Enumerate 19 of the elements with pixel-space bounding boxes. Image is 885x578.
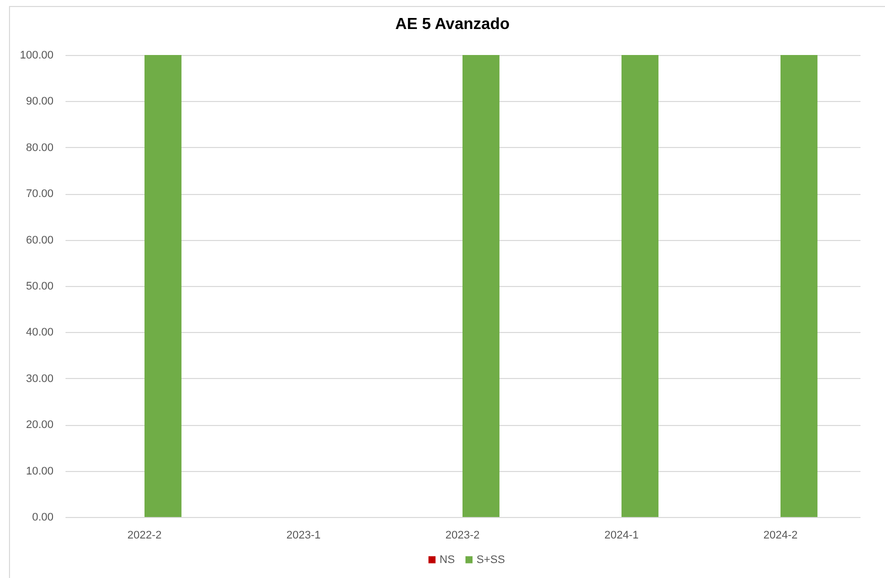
y-tick-label: 20.00: [26, 419, 54, 432]
chart-title: AE 5 Avanzado: [395, 16, 510, 33]
y-tick-label: 80.00: [26, 142, 54, 154]
y-tick-label: 70.00: [26, 188, 54, 200]
y-tick-label: 90.00: [26, 96, 54, 108]
legend-label: NS: [440, 554, 455, 566]
x-tick-label: 2023-2: [445, 530, 480, 542]
y-tick-label: 100.00: [20, 50, 54, 62]
y-tick-label: 40.00: [26, 326, 54, 339]
x-tick-label: 2024-1: [604, 530, 639, 542]
y-tick-label: 10.00: [26, 465, 54, 478]
x-tick-label: 2022-2: [127, 530, 162, 542]
legend-label: S+SS: [476, 554, 505, 566]
x-tick-label: 2023-1: [286, 530, 321, 542]
y-tick-label: 30.00: [26, 372, 54, 385]
y-tick-label: 0.00: [32, 512, 54, 524]
y-tick-label: 50.00: [26, 280, 54, 292]
x-tick-label: 2024-2: [763, 530, 798, 542]
y-tick-label: 60.00: [26, 234, 54, 246]
